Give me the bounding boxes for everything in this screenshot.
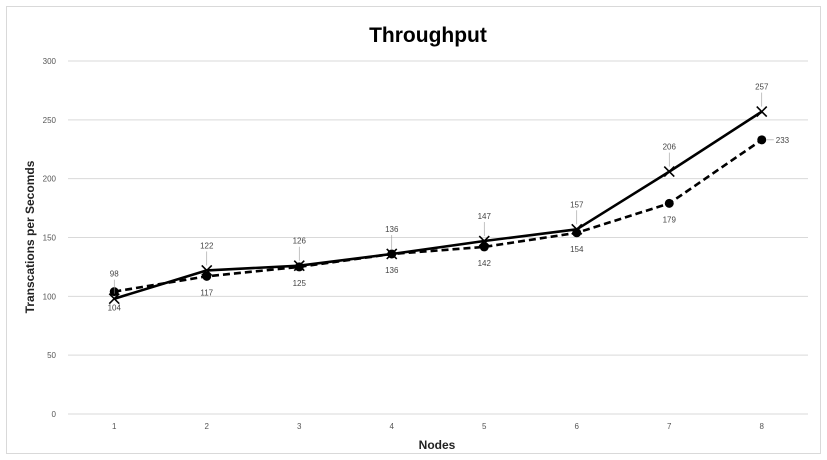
chart-title: Throughput — [369, 24, 487, 47]
data-point-circle — [664, 198, 674, 208]
x-tick-label: 4 — [390, 422, 395, 431]
series-group — [108, 106, 768, 305]
y-tick-label: 100 — [43, 292, 57, 301]
x-tick-label: 1 — [112, 422, 117, 431]
data-labels: 98 122 126 136 147 157 206 257 104 117 125 136 142 15… — [108, 83, 790, 313]
y-tick-label: 250 — [43, 116, 57, 125]
data-label: 257 — [755, 83, 769, 92]
data-label: 136 — [385, 225, 399, 234]
data-label: 98 — [110, 270, 119, 279]
x-axis-title: Nodes — [419, 438, 456, 452]
y-tick-label: 200 — [43, 175, 57, 184]
x-marker-stroke — [108, 293, 120, 305]
x-marker-stroke — [756, 106, 768, 118]
y-tick-label: 300 — [43, 57, 57, 66]
data-label: 126 — [293, 237, 307, 246]
data-point-circle — [387, 249, 397, 259]
chart-frame — [6, 6, 821, 454]
series-line-1 — [113, 110, 763, 300]
data-label: 122 — [200, 241, 214, 250]
data-point-circle — [572, 228, 582, 238]
data-label: 147 — [478, 212, 492, 221]
x-tick-labels: 1 2 3 4 5 6 7 8 — [112, 422, 765, 431]
data-point-circle — [479, 242, 489, 252]
x-tick-label: 2 — [205, 422, 210, 431]
x-marker-stroke — [663, 166, 675, 178]
x-tick-label: 6 — [575, 422, 580, 431]
data-point-circle — [294, 262, 304, 272]
data-label: 104 — [108, 304, 122, 313]
data-label: 142 — [478, 259, 492, 268]
data-label: 206 — [663, 143, 677, 152]
y-tick-label: 0 — [52, 410, 57, 419]
y-axis-title: Transcations per Secomds — [23, 160, 37, 313]
x-tick-label: 3 — [297, 422, 302, 431]
x-tick-label: 5 — [482, 422, 487, 431]
y-tick-labels: 0 50 100 150 200 250 300 — [43, 57, 57, 419]
data-point-x — [663, 166, 675, 178]
data-point-x — [108, 293, 120, 305]
data-label: 125 — [293, 279, 307, 288]
y-tick-label: 150 — [43, 234, 57, 243]
data-label: 179 — [663, 215, 677, 224]
data-point-circle — [757, 135, 767, 145]
gridlines — [68, 60, 808, 415]
data-label: 157 — [570, 200, 584, 209]
data-point-x — [756, 106, 768, 118]
data-label: 136 — [385, 266, 399, 275]
data-label: 233 — [776, 136, 790, 145]
y-tick-label: 50 — [47, 351, 56, 360]
x-tick-label: 8 — [760, 422, 765, 431]
data-label: 154 — [570, 245, 584, 254]
data-point-circle — [202, 271, 212, 281]
data-label: 117 — [200, 288, 213, 297]
x-tick-label: 7 — [667, 422, 672, 431]
